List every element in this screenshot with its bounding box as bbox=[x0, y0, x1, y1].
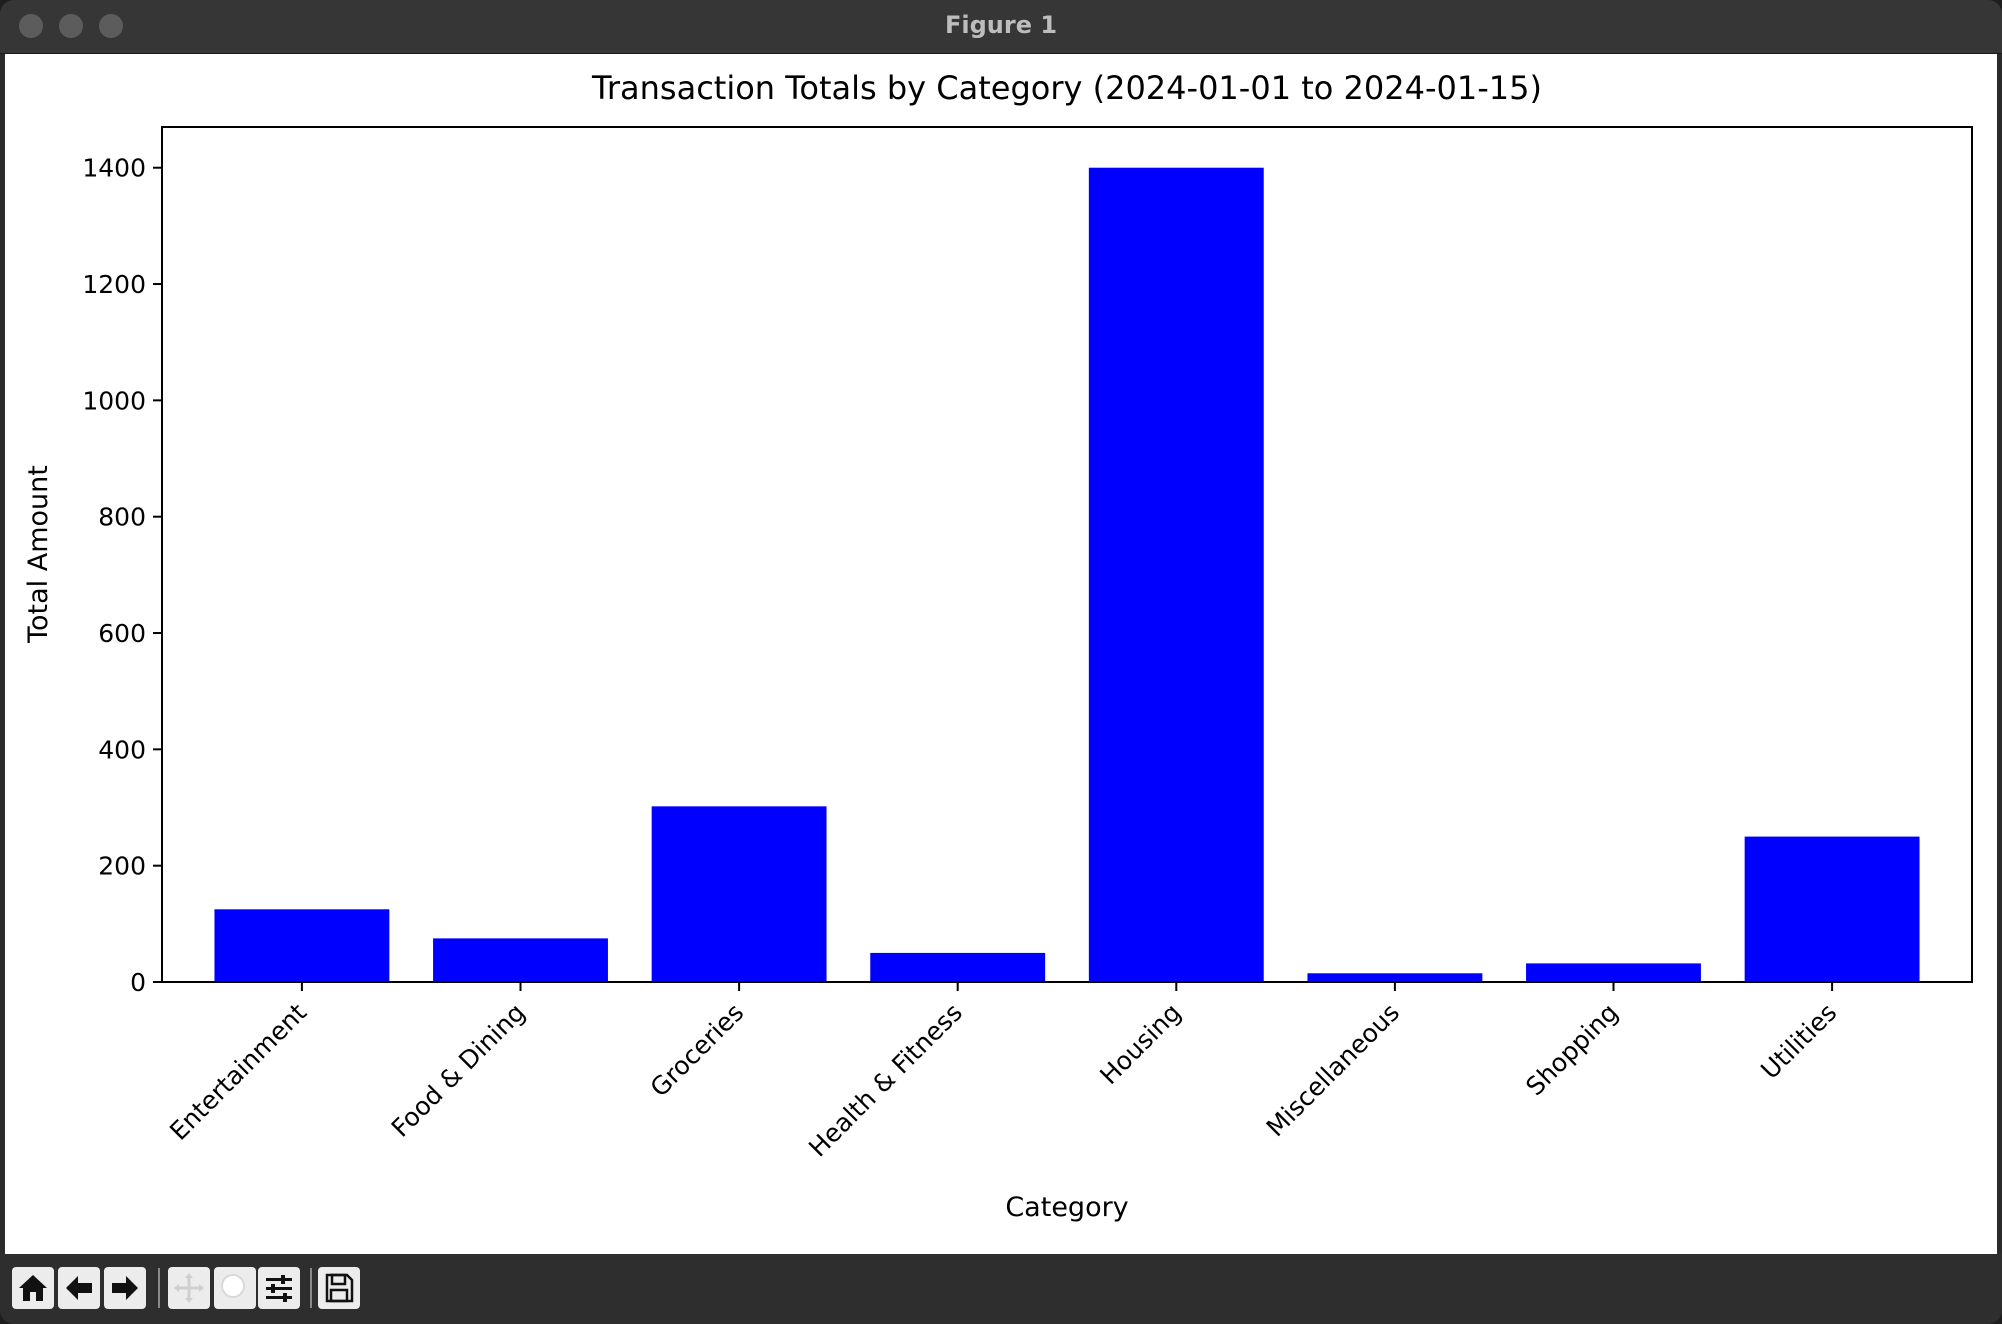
window-title: Figure 1 bbox=[944, 11, 1058, 39]
forward-button[interactable] bbox=[104, 1267, 146, 1309]
x-tick-label: Shopping bbox=[1520, 998, 1624, 1102]
x-tick-label: Health & Fitness bbox=[803, 998, 968, 1163]
x-tick-label: Utilities bbox=[1755, 998, 1842, 1085]
toolbar-separator bbox=[310, 1268, 312, 1308]
bars-layer bbox=[214, 167, 1920, 982]
bar-food-dining bbox=[433, 938, 608, 982]
y-tick-label: 800 bbox=[98, 503, 146, 532]
y-tick-label: 200 bbox=[98, 852, 146, 881]
x-tick-label: Miscellaneous bbox=[1261, 998, 1405, 1142]
x-axis-label: Category bbox=[1005, 1192, 1128, 1223]
y-axis: 0 200 400 600 800 1000 1200 1400 bbox=[82, 154, 162, 997]
bar-entertainment bbox=[214, 909, 390, 982]
bar-utilities bbox=[1744, 836, 1920, 982]
back-button[interactable] bbox=[58, 1267, 100, 1309]
y-tick-label: 600 bbox=[98, 619, 146, 648]
plot-frame bbox=[161, 126, 1973, 983]
bar-chart: Transaction Totals by Category (2024-01-… bbox=[23, 69, 1973, 1223]
pan-button[interactable] bbox=[168, 1267, 210, 1309]
y-tick-label: 1200 bbox=[82, 270, 146, 299]
navigation-toolbar bbox=[0, 1254, 2002, 1324]
home-button[interactable] bbox=[12, 1267, 54, 1309]
zoom-window-button[interactable] bbox=[99, 14, 123, 38]
save-icon bbox=[325, 1273, 354, 1303]
zoom-icon bbox=[221, 1274, 245, 1298]
bar-housing bbox=[1088, 167, 1264, 982]
x-tick-label: Entertainment bbox=[164, 998, 312, 1146]
home-icon bbox=[19, 1275, 47, 1301]
x-tick-label: Housing bbox=[1094, 998, 1186, 1090]
bar-miscellaneous bbox=[1307, 973, 1483, 982]
x-tick-label: Groceries bbox=[645, 998, 750, 1103]
y-tick-label: 1000 bbox=[82, 386, 146, 415]
close-window-button[interactable] bbox=[19, 14, 43, 38]
minimize-window-button[interactable] bbox=[59, 14, 83, 38]
y-tick-label: 400 bbox=[98, 735, 146, 764]
y-tick-label: 0 bbox=[130, 968, 146, 997]
back-arrow-icon bbox=[66, 1276, 92, 1300]
bar-health-fitness bbox=[870, 952, 1046, 982]
y-axis-label: Total Amount bbox=[23, 465, 54, 644]
x-tick-label: Food & Dining bbox=[386, 998, 531, 1143]
zoom-button[interactable] bbox=[214, 1267, 256, 1309]
pan-icon bbox=[174, 1273, 204, 1303]
toolbar-separator bbox=[158, 1268, 160, 1308]
figure-canvas[interactable]: Transaction Totals by Category (2024-01-… bbox=[5, 54, 1997, 1254]
x-axis: Entertainment Food & Dining Groceries Healt… bbox=[164, 982, 1842, 1163]
chart-title: Transaction Totals by Category (2024-01-… bbox=[591, 69, 1542, 107]
configure-subplots-button[interactable] bbox=[258, 1267, 300, 1309]
bar-groceries bbox=[651, 806, 827, 982]
forward-arrow-icon bbox=[112, 1276, 138, 1300]
title-bar: Figure 1 bbox=[0, 0, 2002, 54]
bar-shopping bbox=[1526, 963, 1701, 982]
configure-subplots-icon bbox=[266, 1275, 292, 1302]
save-button[interactable] bbox=[318, 1267, 360, 1309]
y-tick-label: 1400 bbox=[82, 154, 146, 183]
